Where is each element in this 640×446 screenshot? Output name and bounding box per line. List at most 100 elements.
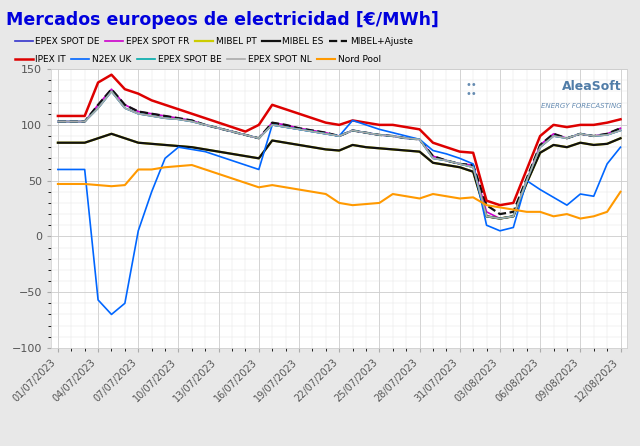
MIBEL+Ajuste <box>308 128 316 133</box>
EPEX SPOT NL <box>563 136 571 141</box>
IPEX IT <box>215 120 223 125</box>
Nord Pool <box>322 191 330 197</box>
EPEX SPOT FR <box>376 132 383 137</box>
MIBEL+Ajuste <box>148 111 156 116</box>
N2EX UK <box>429 148 437 153</box>
IPEX IT <box>469 150 477 156</box>
EPEX SPOT FR <box>241 132 249 137</box>
MIBEL PT <box>161 142 169 148</box>
Nord Pool <box>241 180 249 186</box>
MIBEL+Ajuste <box>161 113 169 119</box>
EPEX SPOT FR <box>202 122 209 128</box>
EPEX SPOT BE <box>577 131 584 136</box>
EPEX SPOT DE <box>550 133 557 139</box>
MIBEL+Ajuste <box>429 153 437 159</box>
IPEX IT <box>94 80 102 85</box>
EPEX SPOT DE <box>456 161 463 166</box>
Line: MIBEL PT: MIBEL PT <box>58 134 621 219</box>
MIBEL+Ajuste <box>416 136 424 142</box>
Nord Pool <box>295 187 303 192</box>
EPEX SPOT FR <box>389 133 397 139</box>
Nord Pool <box>362 202 370 207</box>
MIBEL ES <box>456 165 463 170</box>
N2EX UK <box>362 122 370 128</box>
N2EX UK <box>81 167 88 172</box>
EPEX SPOT BE <box>134 111 142 116</box>
MIBEL ES <box>228 151 236 157</box>
Nord Pool <box>617 189 625 194</box>
Nord Pool <box>483 202 490 208</box>
MIBEL+Ajuste <box>523 176 531 181</box>
MIBEL+Ajuste <box>376 132 383 137</box>
EPEX SPOT NL <box>523 178 531 183</box>
EPEX SPOT BE <box>295 127 303 132</box>
EPEX SPOT NL <box>442 158 450 163</box>
MIBEL+Ajuste <box>335 133 343 139</box>
Nord Pool <box>175 163 182 169</box>
N2EX UK <box>550 194 557 200</box>
EPEX SPOT NL <box>483 214 490 219</box>
Nord Pool <box>255 185 262 190</box>
MIBEL ES <box>349 142 356 148</box>
N2EX UK <box>416 136 424 142</box>
MIBEL PT <box>509 214 517 219</box>
N2EX UK <box>577 191 584 197</box>
EPEX SPOT NL <box>67 119 75 124</box>
IPEX IT <box>241 129 249 134</box>
IPEX IT <box>282 107 289 112</box>
EPEX SPOT FR <box>108 87 115 92</box>
MIBEL ES <box>563 145 571 150</box>
EPEX SPOT BE <box>322 131 330 136</box>
IPEX IT <box>121 87 129 92</box>
N2EX UK <box>349 118 356 123</box>
MIBEL ES <box>469 169 477 174</box>
EPEX SPOT NL <box>469 165 477 170</box>
MIBEL PT <box>241 153 249 159</box>
EPEX SPOT NL <box>54 119 61 124</box>
EPEX SPOT FR <box>308 128 316 133</box>
N2EX UK <box>268 122 276 128</box>
EPEX SPOT DE <box>590 133 598 139</box>
Nord Pool <box>308 189 316 194</box>
MIBEL PT <box>282 140 289 145</box>
EPEX SPOT DE <box>617 128 625 133</box>
EPEX SPOT BE <box>54 119 61 124</box>
MIBEL+Ajuste <box>175 116 182 121</box>
EPEX SPOT NL <box>308 129 316 134</box>
EPEX SPOT BE <box>161 116 169 121</box>
EPEX SPOT NL <box>416 136 424 142</box>
MIBEL PT <box>496 216 504 221</box>
Nord Pool <box>496 205 504 210</box>
N2EX UK <box>134 228 142 234</box>
EPEX SPOT DE <box>161 116 169 121</box>
MIBEL ES <box>108 131 115 136</box>
EPEX SPOT FR <box>523 178 531 183</box>
EPEX SPOT DE <box>335 133 343 139</box>
EPEX SPOT NL <box>175 117 182 122</box>
Line: MIBEL+Ajuste: MIBEL+Ajuste <box>58 89 621 214</box>
N2EX UK <box>94 297 102 302</box>
EPEX SPOT DE <box>81 119 88 124</box>
IPEX IT <box>604 120 611 125</box>
MIBEL ES <box>268 138 276 143</box>
IPEX IT <box>563 124 571 130</box>
EPEX SPOT DE <box>362 130 370 136</box>
EPEX SPOT NL <box>577 131 584 136</box>
EPEX SPOT NL <box>376 132 383 137</box>
MIBEL PT <box>322 147 330 152</box>
Nord Pool <box>403 194 410 199</box>
IPEX IT <box>188 111 196 116</box>
MIBEL ES <box>282 140 289 145</box>
IPEX IT <box>161 102 169 107</box>
EPEX SPOT BE <box>202 122 209 128</box>
MIBEL PT <box>604 141 611 146</box>
MIBEL+Ajuste <box>389 133 397 139</box>
MIBEL PT <box>255 156 262 161</box>
EPEX SPOT NL <box>456 161 463 166</box>
MIBEL ES <box>188 145 196 150</box>
Nord Pool <box>54 182 61 187</box>
IPEX IT <box>403 124 410 130</box>
MIBEL PT <box>295 142 303 148</box>
N2EX UK <box>469 161 477 166</box>
MIBEL ES <box>429 160 437 165</box>
